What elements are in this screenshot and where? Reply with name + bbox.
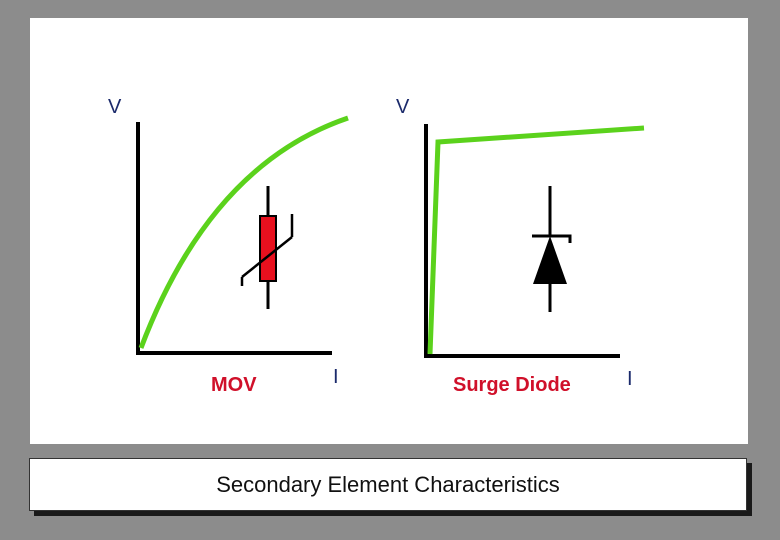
diagram-panel [30, 18, 748, 444]
diode-caption: Surge Diode [453, 374, 571, 396]
figure-title: Secondary Element Characteristics [216, 471, 560, 497]
mov-y-axis-label: V [108, 96, 122, 118]
diode-graph [424, 124, 645, 358]
varistor-body [259, 215, 277, 282]
diode-vi-curve [427, 125, 645, 355]
diode-cathode-bar [532, 234, 572, 243]
mov-graph [136, 115, 349, 355]
mov-x-axis-label: I [333, 366, 339, 388]
varistor-slash [241, 236, 293, 278]
title-box: Secondary Element Characteristics [29, 458, 747, 511]
diode-triangle [533, 236, 567, 284]
mov-vi-curve [138, 115, 349, 349]
diode-y-axis-label: V [396, 96, 410, 118]
mov-caption: MOV [211, 374, 257, 396]
diode-symbol [532, 186, 572, 312]
diode-x-axis-label: I [627, 368, 633, 390]
varistor-symbol [240, 186, 294, 309]
